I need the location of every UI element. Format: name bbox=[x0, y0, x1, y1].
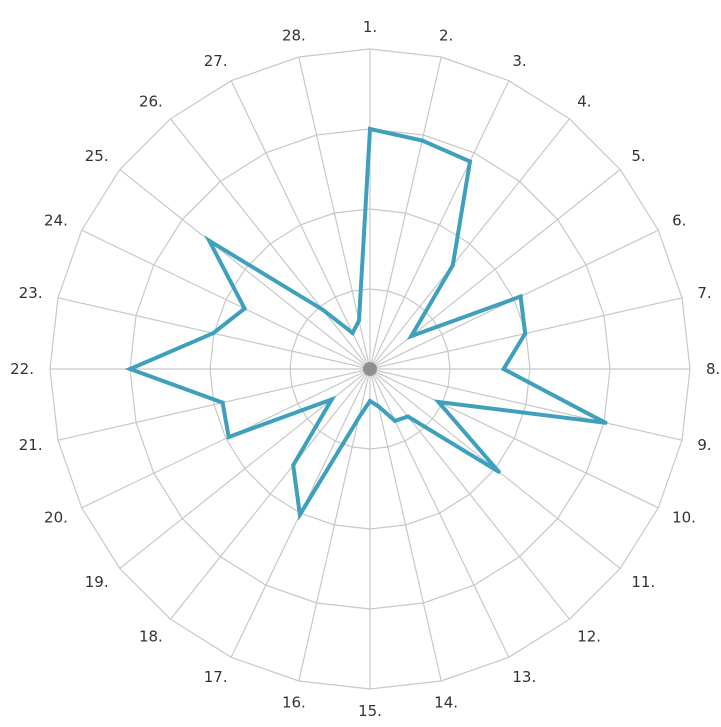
grid-spokes bbox=[50, 49, 690, 689]
axis-label-1: 1. bbox=[363, 18, 377, 36]
data-point-7 bbox=[523, 331, 528, 336]
axis-label-21: 21. bbox=[19, 436, 43, 454]
axis-label-15: 15. bbox=[358, 702, 382, 720]
axis-label-9: 9. bbox=[697, 436, 711, 454]
axis-label-4: 4. bbox=[577, 93, 591, 111]
data-point-6 bbox=[518, 294, 523, 299]
axis-label-11: 11. bbox=[631, 573, 655, 591]
axis-label-16: 16. bbox=[282, 693, 306, 711]
axis-label-5: 5. bbox=[631, 147, 645, 165]
axis-label-7: 7. bbox=[697, 284, 711, 302]
data-point-8 bbox=[501, 367, 506, 371]
data-point-19 bbox=[329, 397, 334, 402]
data-point-2 bbox=[420, 138, 425, 143]
data-point-15 bbox=[368, 399, 372, 403]
series-line bbox=[124, 126, 607, 521]
grid-spoke-25 bbox=[119, 169, 371, 370]
data-point-13 bbox=[393, 418, 397, 423]
grid-spoke-14 bbox=[369, 368, 442, 682]
axis-label-28: 28. bbox=[282, 27, 306, 45]
data-point-22 bbox=[128, 367, 132, 371]
axis-labels: 1. 2. 3. 4. 5. 6. 7. 8. 9. 10. 11. 12. 13. 14. 15. 16. 1… bbox=[10, 18, 720, 720]
data-point-27 bbox=[350, 331, 355, 335]
grid-spoke-12 bbox=[369, 368, 570, 620]
data-point-3 bbox=[468, 159, 472, 164]
data-point-1 bbox=[368, 127, 372, 131]
grid-spoke-26 bbox=[170, 118, 371, 370]
axis-label-3: 3. bbox=[512, 52, 526, 70]
grid-spoke-24 bbox=[81, 229, 371, 370]
grid-spoke-4 bbox=[369, 118, 570, 370]
axis-label-25: 25. bbox=[85, 147, 109, 165]
data-point-28 bbox=[357, 318, 361, 323]
data-point-12 bbox=[405, 414, 410, 419]
data-point-21 bbox=[220, 400, 225, 405]
grid-spoke-27 bbox=[230, 80, 371, 370]
data-point-14 bbox=[376, 404, 381, 409]
axis-label-18: 18. bbox=[139, 627, 163, 645]
axis-label-26: 26. bbox=[139, 93, 163, 111]
data-point-16 bbox=[357, 415, 361, 420]
grid-spoke-20 bbox=[81, 368, 371, 509]
axis-label-19: 19. bbox=[85, 573, 109, 591]
data-point-11 bbox=[496, 469, 501, 474]
axis-label-20: 20. bbox=[44, 508, 68, 526]
axis-label-2: 2. bbox=[439, 27, 453, 45]
axis-label-8: 8. bbox=[706, 360, 720, 378]
axis-label-17: 17. bbox=[204, 668, 228, 686]
axis-label-13: 13. bbox=[512, 668, 536, 686]
axis-label-6: 6. bbox=[672, 212, 686, 230]
axis-label-27: 27. bbox=[204, 52, 228, 70]
grid-spoke-9 bbox=[369, 368, 683, 441]
data-point-10 bbox=[436, 400, 441, 404]
data-point-9 bbox=[603, 420, 608, 425]
grid-spoke-2 bbox=[369, 56, 442, 370]
axis-label-24: 24. bbox=[44, 212, 68, 230]
data-point-26 bbox=[320, 307, 325, 312]
center-dot bbox=[363, 362, 377, 376]
grid-spoke-21 bbox=[57, 368, 371, 441]
data-point-18 bbox=[291, 463, 296, 468]
axis-label-23: 23. bbox=[19, 284, 43, 302]
data-point-17 bbox=[297, 512, 302, 517]
data-point-25 bbox=[207, 238, 212, 243]
axis-label-22: 22. bbox=[10, 360, 34, 378]
series-layer bbox=[124, 126, 608, 521]
axis-label-12: 12. bbox=[577, 627, 601, 645]
axis-label-14: 14. bbox=[434, 693, 458, 711]
data-point-4 bbox=[450, 263, 455, 268]
data-point-20 bbox=[226, 435, 231, 439]
grid-spoke-10 bbox=[369, 368, 659, 509]
grid-spoke-13 bbox=[369, 368, 510, 658]
data-point-5 bbox=[409, 334, 414, 339]
axis-label-10: 10. bbox=[672, 508, 696, 526]
grid-spoke-18 bbox=[170, 368, 371, 620]
data-point-23 bbox=[211, 331, 216, 336]
grid-spoke-3 bbox=[369, 80, 510, 370]
data-point-24 bbox=[242, 306, 247, 311]
